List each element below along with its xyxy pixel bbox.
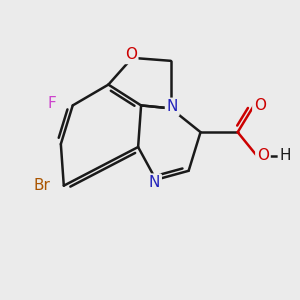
Text: O: O [257, 148, 269, 164]
Text: F: F [47, 96, 56, 111]
Text: O: O [254, 98, 266, 113]
Text: N: N [167, 99, 178, 114]
Text: O: O [125, 47, 137, 62]
Text: N: N [149, 175, 160, 190]
Text: Br: Br [33, 178, 50, 193]
Text: H: H [280, 148, 291, 164]
